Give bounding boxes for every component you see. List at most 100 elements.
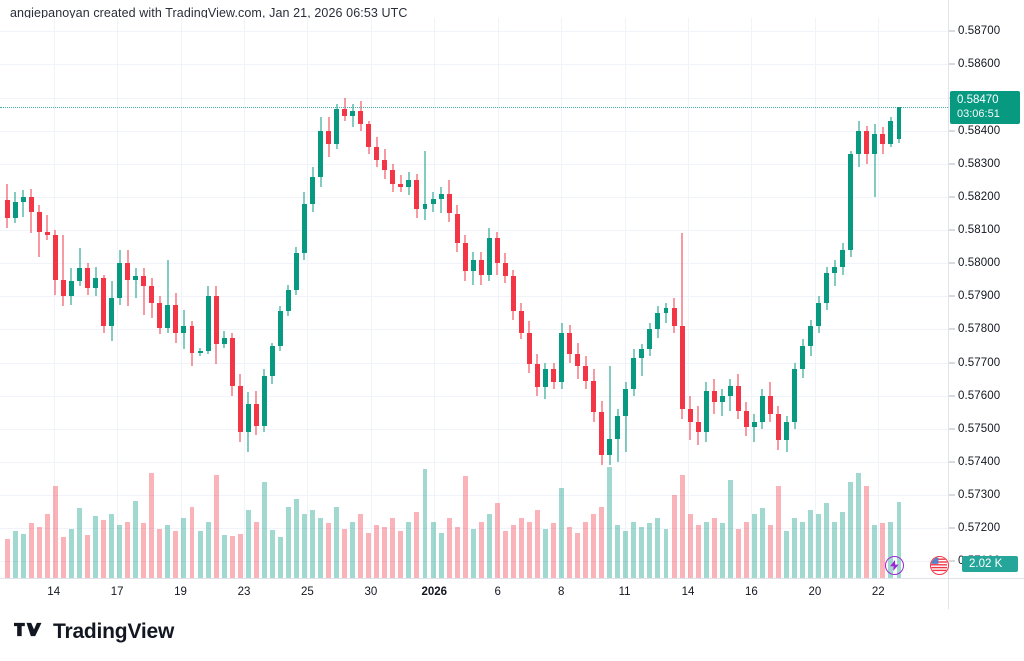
volume-bar xyxy=(599,506,605,578)
grid-line-horizontal xyxy=(0,362,948,364)
candlestick xyxy=(808,319,814,356)
candle-wick xyxy=(440,186,442,214)
volume-bar xyxy=(703,521,709,578)
volume-bar xyxy=(44,514,50,578)
volume-bar xyxy=(422,468,428,578)
candle-body xyxy=(366,124,372,148)
volume-bar xyxy=(792,517,798,578)
candle-body xyxy=(727,385,733,396)
candlestick xyxy=(350,104,356,128)
current-price-value: 0.58470 xyxy=(957,94,999,107)
volume-bar xyxy=(687,514,693,578)
candlestick xyxy=(318,117,324,187)
price-axis-dash xyxy=(949,362,955,364)
chart-plot-area[interactable] xyxy=(0,18,948,578)
time-axis-tick: 20 xyxy=(808,586,822,598)
candle-body xyxy=(350,110,356,116)
candlestick xyxy=(149,278,155,318)
volume-bar xyxy=(743,521,749,578)
volume-bar xyxy=(631,521,637,578)
candle-body xyxy=(711,390,717,403)
price-axis-dash xyxy=(949,527,955,529)
candlestick xyxy=(470,251,476,285)
candlestick xyxy=(109,281,115,342)
candle-body xyxy=(293,253,299,290)
candlestick xyxy=(229,332,235,396)
candle-body xyxy=(719,395,725,403)
candlestick xyxy=(575,342,581,380)
candlestick xyxy=(430,191,436,212)
volume-bar xyxy=(567,527,573,578)
candlestick xyxy=(285,284,291,317)
current-price-badge[interactable]: 0.58470 03:06:51 xyxy=(950,91,1020,125)
candle-body xyxy=(759,395,765,423)
us-flag-icon[interactable] xyxy=(930,556,949,575)
candlestick xyxy=(36,205,42,257)
price-axis-tick: 0.57200 xyxy=(958,522,1001,535)
candle-body xyxy=(406,180,412,187)
candle-body xyxy=(93,278,99,289)
volume-bar xyxy=(775,485,781,578)
candlestick xyxy=(494,231,500,275)
time-axis-tick: 14 xyxy=(47,586,61,598)
candle-body xyxy=(591,380,597,413)
volume-bar xyxy=(591,514,597,578)
candle-body xyxy=(85,268,91,289)
candle-body xyxy=(390,170,396,184)
volume-bar xyxy=(800,521,806,578)
candlestick xyxy=(454,205,460,252)
price-axis[interactable]: 0.587000.586000.585000.584000.583000.582… xyxy=(948,0,1024,578)
candle-body xyxy=(607,438,613,456)
volume-bar xyxy=(735,529,741,578)
time-axis[interactable]: 14 17 19 23 25 30 2026 6 8 11 14 16 20 22 xyxy=(0,578,948,609)
lightning-bolt-icon[interactable] xyxy=(885,556,904,575)
volume-bar xyxy=(711,517,717,578)
volume-bar xyxy=(518,517,524,578)
candle-wick xyxy=(62,235,64,307)
tradingview-logo[interactable]: TradingView xyxy=(14,620,174,644)
attribution-text: angiepanoyan created with TradingView.co… xyxy=(10,6,408,20)
candlestick xyxy=(663,302,669,323)
volume-bar xyxy=(559,487,565,578)
volume-bar xyxy=(36,527,42,578)
candle-body xyxy=(735,385,741,411)
candlestick xyxy=(856,120,862,168)
price-axis-dash xyxy=(949,229,955,231)
volume-bar xyxy=(406,521,412,578)
candlestick xyxy=(526,321,532,373)
time-axis-tick: 19 xyxy=(174,586,187,598)
candlestick xyxy=(205,286,211,355)
candle-body xyxy=(253,404,259,426)
candle-body xyxy=(318,130,324,178)
candle-body xyxy=(792,369,798,423)
volume-bar xyxy=(221,534,227,578)
time-axis-tick: 17 xyxy=(110,586,124,598)
volume-bar xyxy=(864,485,870,578)
candle-body xyxy=(647,329,653,350)
grid-line-horizontal xyxy=(0,230,948,232)
volume-bar xyxy=(165,525,171,578)
candle-body xyxy=(880,133,886,144)
time-axis-tick: 2026 xyxy=(421,586,448,598)
volume-bar xyxy=(872,525,878,578)
grid-line-horizontal xyxy=(0,561,948,563)
axis-corner xyxy=(948,578,1024,609)
volume-bar xyxy=(20,533,26,578)
candlestick xyxy=(125,249,131,307)
grid-line-vertical xyxy=(307,18,309,578)
grid-line-vertical xyxy=(497,18,499,578)
candle-body xyxy=(502,263,508,277)
candlestick xyxy=(735,374,741,419)
candlestick xyxy=(12,191,18,224)
volume-bar xyxy=(4,538,10,578)
candle-body xyxy=(824,273,830,303)
candlestick xyxy=(767,382,773,423)
tradingview-wordmark: TradingView xyxy=(53,620,175,643)
candlestick xyxy=(133,268,139,298)
candlestick xyxy=(864,125,870,164)
volume-badge[interactable]: 2.02 K xyxy=(962,556,1018,572)
candle-body xyxy=(639,349,645,358)
candlestick xyxy=(181,309,187,350)
candle-body xyxy=(671,307,677,327)
candle-wick xyxy=(143,268,145,315)
